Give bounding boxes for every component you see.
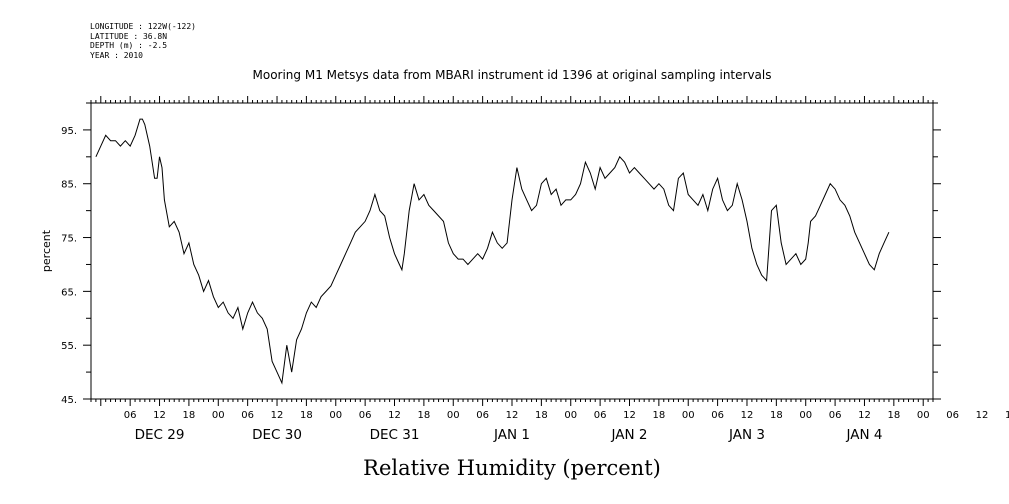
- y-tick-label: 95.: [61, 126, 77, 137]
- x-hour-label: 18: [300, 410, 313, 421]
- x-day-label: JAN 3: [728, 427, 765, 443]
- x-day-label: JAN 4: [845, 427, 882, 443]
- x-axis-label: Relative Humidity (percent): [363, 456, 661, 480]
- x-hour-label: 18: [652, 410, 665, 421]
- x-hour-label: 12: [388, 410, 401, 421]
- x-hour-label: 18: [535, 410, 548, 421]
- x-hour-label: 12: [976, 410, 989, 421]
- x-axis: 06 12 18 00 06 12 18 00 06 12 18 00 06 12 18 00 06 12 18 00…: [90, 96, 1009, 443]
- x-hour-label: 18: [770, 410, 783, 421]
- y-tick-label: 65.: [61, 287, 77, 298]
- x-hour-label: 00: [212, 410, 225, 421]
- x-hour-label: 12: [623, 410, 636, 421]
- y-axis: 45. 55. 65. 75. 85. 95.: [61, 102, 941, 406]
- x-hour-label: 06: [124, 410, 137, 421]
- x-hour-label: 12: [506, 410, 519, 421]
- metadata-block: LONGITUDE : 122W(-122) LATITUDE : 36.8N …: [90, 22, 196, 60]
- x-day-label: DEC 31: [370, 427, 420, 443]
- year-label: YEAR : 2010: [90, 50, 143, 60]
- x-hour-label: 06: [594, 410, 607, 421]
- x-hour-label: 00: [447, 410, 460, 421]
- x-day-label: DEC 29: [135, 427, 185, 443]
- x-hour-label: 12: [271, 410, 284, 421]
- x-hour-label: 00: [329, 410, 342, 421]
- x-hour-label: 06: [946, 410, 959, 421]
- y-tick-label: 85.: [61, 180, 77, 191]
- x-hour-label: 00: [564, 410, 577, 421]
- x-day-label: JAN 1: [493, 427, 530, 443]
- humidity-series-line: [95, 118, 890, 385]
- x-hour-label: 18: [887, 410, 900, 421]
- x-hour-label: 12: [741, 410, 754, 421]
- x-hour-label: 06: [829, 410, 842, 421]
- x-hour-label: 06: [711, 410, 724, 421]
- y-tick-label: 45.: [61, 395, 77, 406]
- x-hour-label: 00: [799, 410, 812, 421]
- x-hour-label: 00: [917, 410, 930, 421]
- x-hour-label: 18: [1005, 410, 1009, 421]
- y-tick-label: 55.: [61, 341, 77, 352]
- latitude-label: LATITUDE : 36.8N: [90, 31, 168, 41]
- x-hour-label: 06: [359, 410, 372, 421]
- x-hour-label: 12: [153, 410, 166, 421]
- y-axis-label: percent: [40, 229, 53, 272]
- x-hour-label: 18: [418, 410, 431, 421]
- x-hour-label: 18: [183, 410, 196, 421]
- x-day-label: JAN 2: [611, 427, 648, 443]
- chart-title: Mooring M1 Metsys data from MBARI instru…: [253, 68, 772, 82]
- x-hour-label: 06: [241, 410, 254, 421]
- x-day-label: DEC 30: [252, 427, 302, 443]
- x-hour-label: 12: [858, 410, 871, 421]
- x-hour-label: 00: [682, 410, 695, 421]
- y-tick-label: 75.: [61, 234, 77, 245]
- longitude-label: LONGITUDE : 122W(-122): [90, 22, 196, 31]
- x-hour-label: 06: [476, 410, 489, 421]
- depth-label: DEPTH (m) : -2.5: [90, 41, 168, 50]
